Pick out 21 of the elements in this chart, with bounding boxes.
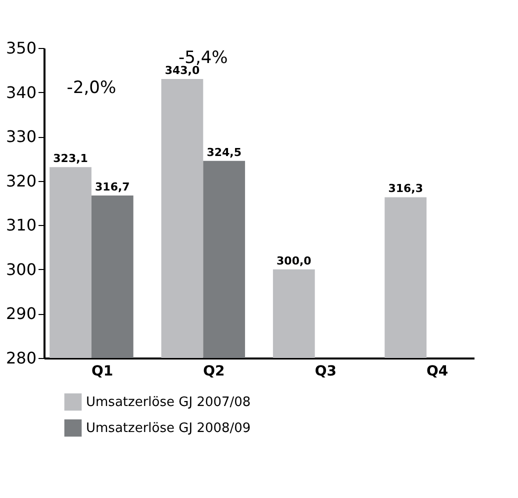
y-tick-label: 280 xyxy=(6,348,36,368)
x-tick-label: Q3 xyxy=(314,364,336,380)
annotation: -2,0% xyxy=(66,78,116,98)
x-tick-label: Q4 xyxy=(426,364,448,380)
y-tick-label: 300 xyxy=(6,260,36,279)
data-label: 316,3 xyxy=(388,182,423,196)
y-tick-label: 330 xyxy=(6,127,36,146)
y-tick-label: 310 xyxy=(6,216,36,235)
x-tick-label: Q2 xyxy=(203,364,225,380)
y-tick-label: 290 xyxy=(6,304,36,324)
legend-label: Umsatzerlöse GJ 2008/09 xyxy=(86,421,251,436)
data-label: 324,5 xyxy=(206,146,242,159)
y-tick-label: 340 xyxy=(6,82,36,102)
y-tick-label: 350 xyxy=(6,38,36,58)
y-tick-label: 320 xyxy=(6,171,36,190)
data-label: 316,7 xyxy=(95,180,130,194)
data-label: 343,0 xyxy=(164,64,200,77)
x-tick-label: Q1 xyxy=(91,364,114,380)
legend-label: Umsatzerlöse GJ 2007/08 xyxy=(86,395,251,410)
data-label: 323,1 xyxy=(53,152,88,166)
data-label: 300,0 xyxy=(276,254,312,268)
